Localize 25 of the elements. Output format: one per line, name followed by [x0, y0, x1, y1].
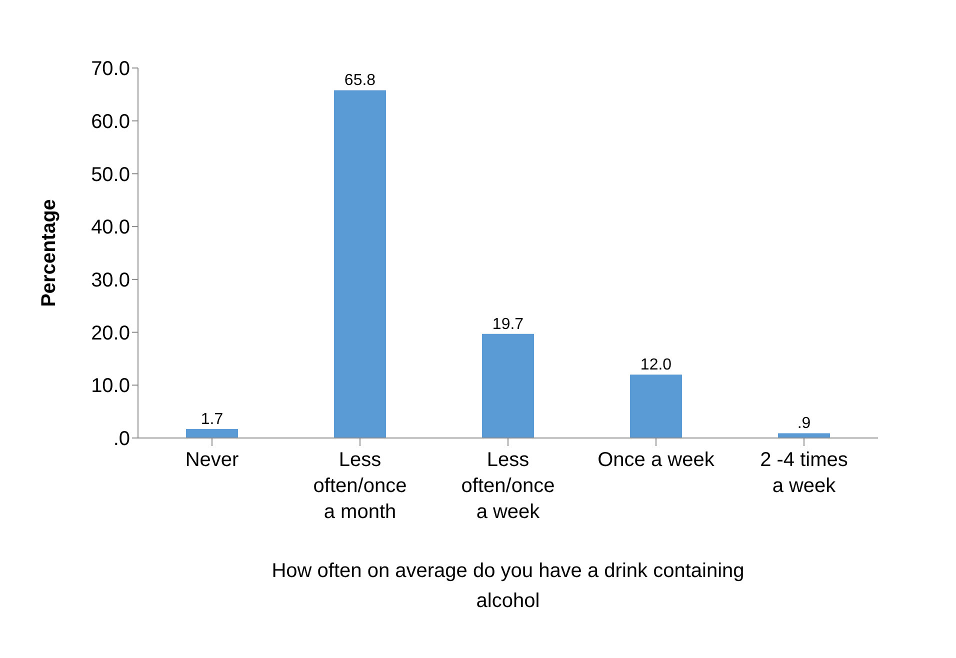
y-tick-label: 60.0: [91, 110, 130, 133]
y-tick-label: 40.0: [91, 216, 130, 239]
x-tick-label: Never: [185, 449, 240, 471]
bar: [630, 374, 682, 438]
data-label: 12.0: [640, 356, 672, 374]
y-axis-title: Percentage: [38, 199, 60, 307]
y-tick-label: 50.0: [91, 164, 130, 186]
data-label: .9: [797, 415, 811, 432]
bar: [334, 90, 386, 438]
data-label: 19.7: [492, 316, 524, 333]
data-label: 1.7: [200, 411, 224, 428]
x-tick-label: Less often/once a week: [461, 449, 555, 523]
bar: [186, 429, 238, 438]
x-tick-label: Once a week: [598, 449, 716, 471]
x-tick-label: Less often/once a month: [313, 449, 407, 523]
y-tick-label: 10.0: [91, 375, 130, 398]
y-tick-label: 30.0: [91, 270, 130, 292]
y-tick-label: .0: [113, 428, 130, 450]
data-label: 65.8: [344, 72, 376, 90]
y-tick-label: 70.0: [91, 58, 130, 80]
bar: [482, 334, 534, 438]
x-axis-title: How often on average do you have a drink containing alcohol: [270, 559, 746, 614]
bar: [778, 433, 830, 438]
y-tick-label: 20.0: [91, 322, 130, 344]
x-tick-label: 2 -4 times a week: [760, 449, 848, 497]
